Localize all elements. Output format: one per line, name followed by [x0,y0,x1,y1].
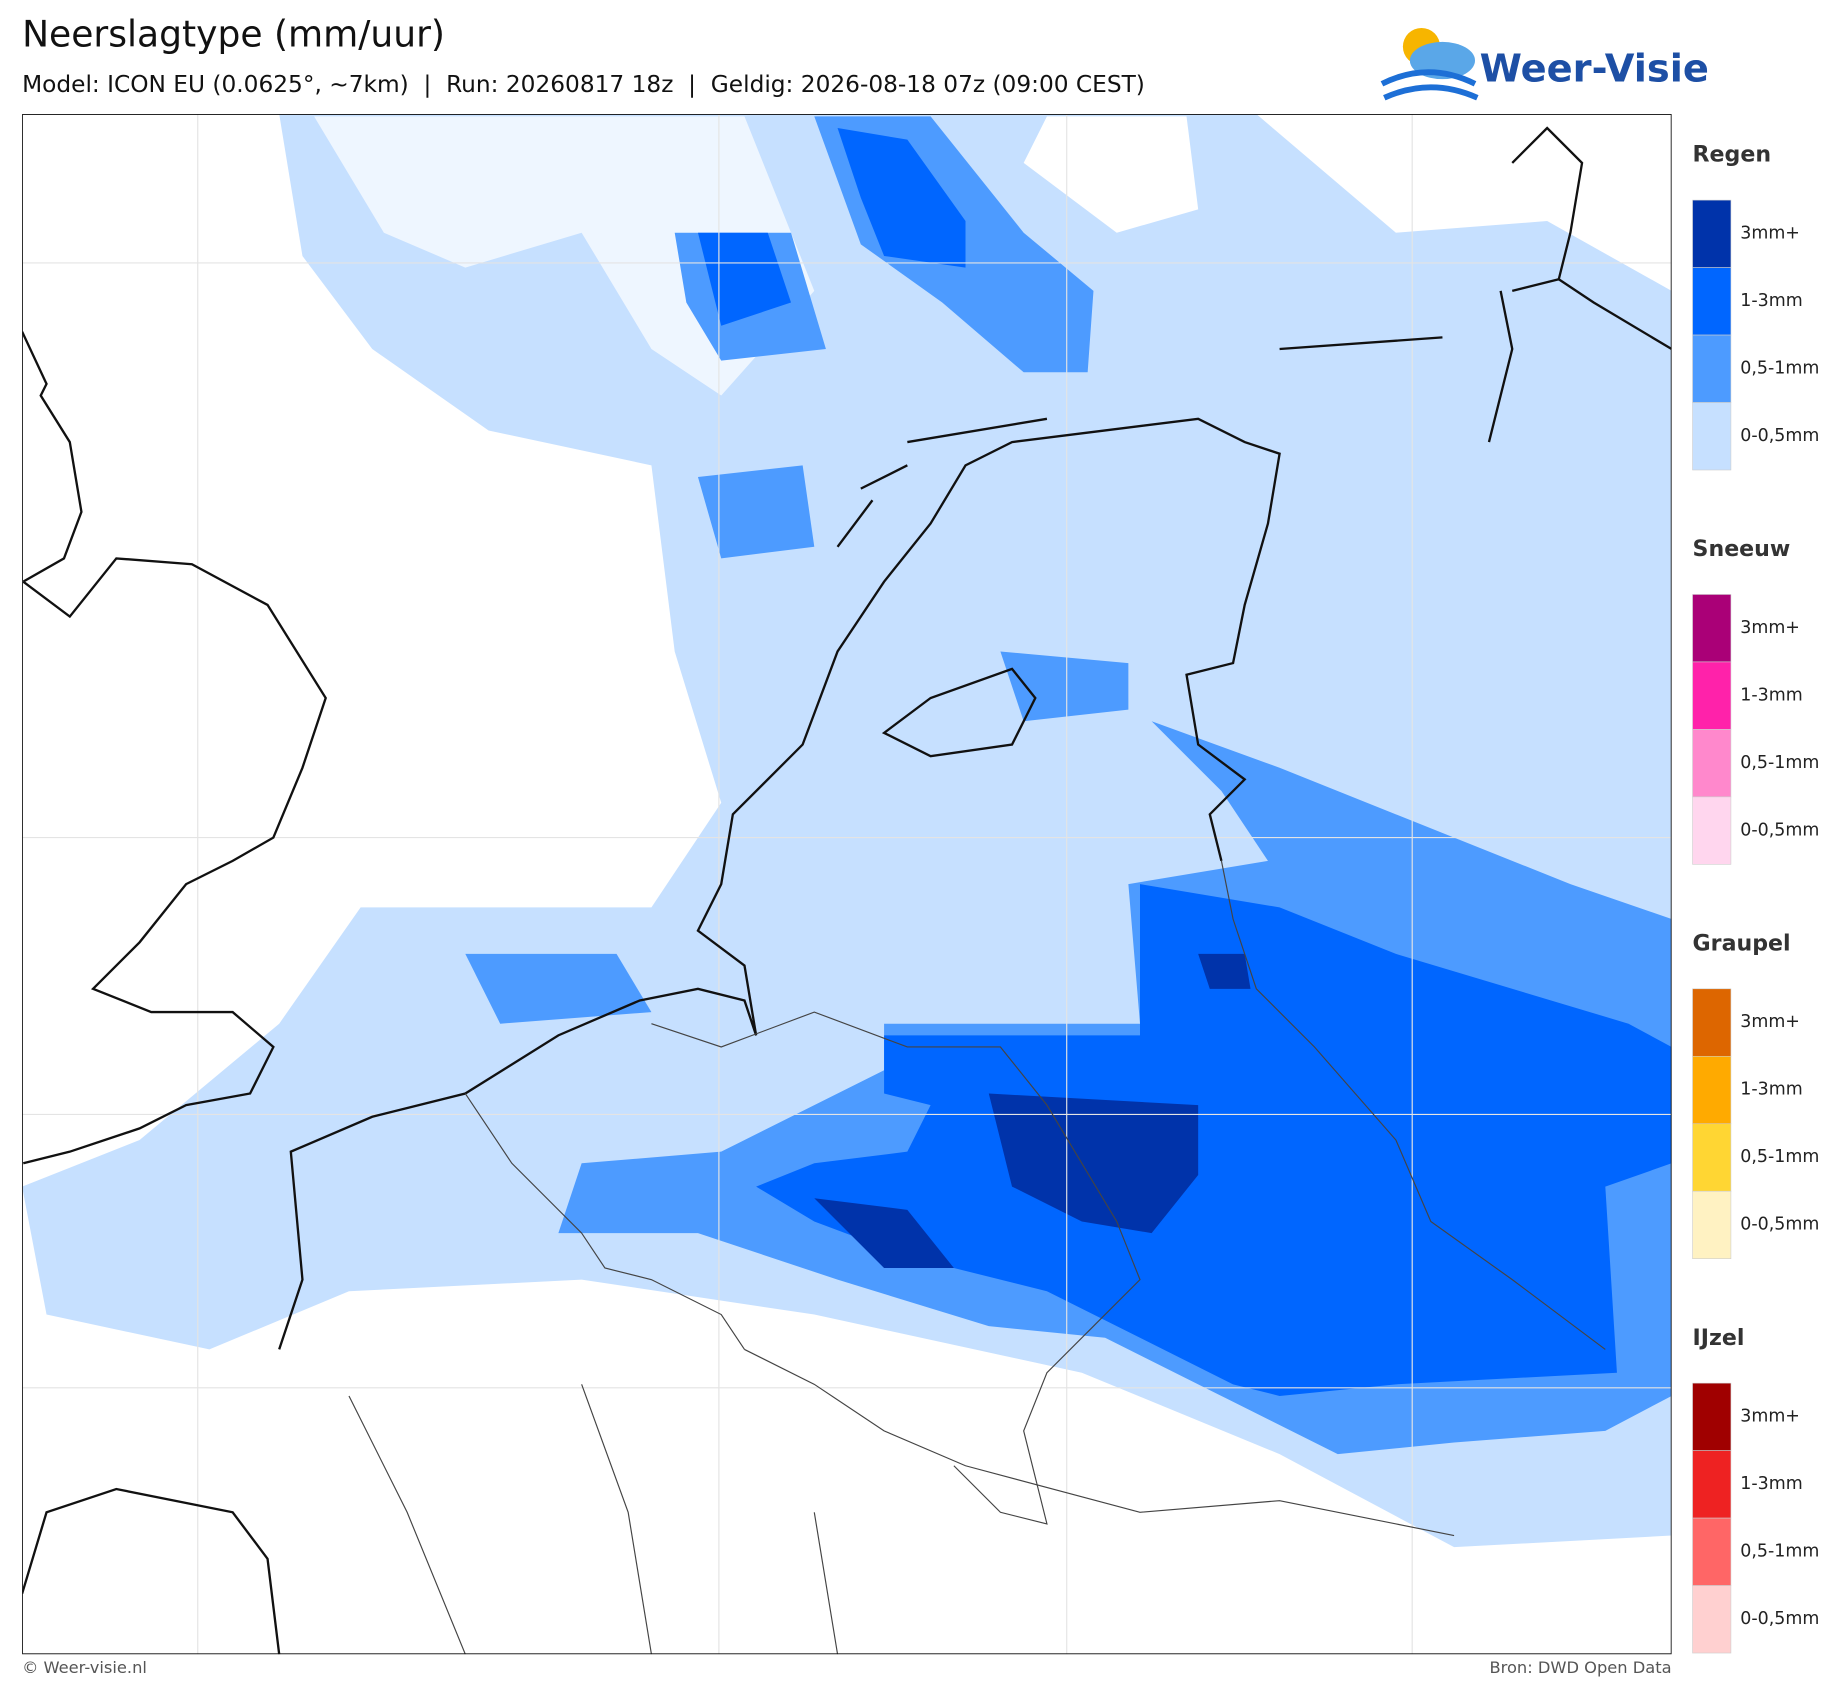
legend-label: 0,5-1mm [1740,1541,1819,1561]
legend-title: Graupel [1693,930,1791,956]
legend-swatch [1692,1190,1732,1259]
legend-label: 0-0,5mm [1740,1215,1819,1235]
legend-swatch [1692,199,1732,268]
title: Neerslagtype (mm/uur) [22,14,445,56]
map [22,114,1672,1655]
legend-swatch [1692,1123,1732,1192]
legend-label: 3mm+ [1740,224,1800,244]
legend-swatch [1692,1055,1732,1125]
footer-right: Bron: DWD Open Data [1489,1658,1671,1677]
legend-label: 0-0,5mm [1740,820,1819,840]
legend-swatch [1692,729,1732,798]
legend-label: 3mm+ [1740,618,1800,638]
legend-label: 1-3mm [1740,685,1802,705]
legend-label: 0,5-1mm [1740,1147,1819,1167]
coastlines [22,126,1672,1655]
legend-label: 0-0,5mm [1740,1609,1819,1629]
legend-label: 1-3mm [1740,291,1802,311]
legend-label: 0,5-1mm [1740,753,1819,773]
legend-title: IJzel [1693,1325,1745,1351]
borders [348,860,1606,1655]
legend-swatch [1692,1450,1732,1519]
legend-title: Sneeuw [1693,536,1791,562]
legend: Regen 3mm+ 1-3mm 0,5-1mm 0-0,5mm Sneeuw 3mm+ 1-… [1692,142,1819,1654]
legend-swatch [1692,334,1732,403]
precipitation [22,114,1672,1548]
grid [22,114,1672,1655]
footer-left: © Weer-visie.nl [22,1658,147,1677]
legend-swatch [1692,594,1732,663]
legend-swatch [1692,796,1732,865]
legend-label: 3mm+ [1740,1407,1800,1427]
legend-label: 1-3mm [1740,1080,1802,1100]
legend-swatch [1692,402,1732,471]
legend-title: Regen [1693,142,1772,168]
legend-swatch [1692,1517,1732,1586]
legend-swatch [1692,988,1732,1057]
legend-swatch [1692,1585,1732,1654]
legend-swatch [1692,1382,1732,1451]
logo-text: Weer-Visie [1480,46,1709,91]
legend-label: 0,5-1mm [1740,358,1819,378]
legend-swatch [1692,267,1732,336]
subtitle: Model: ICON EU (0.0625°, ~7km) | Run: 20… [22,71,1145,98]
legend-label: 1-3mm [1740,1474,1802,1494]
logo: Weer-Visie [1380,27,1709,101]
legend-swatch [1692,661,1732,730]
legend-label: 3mm+ [1740,1012,1800,1032]
legend-label: 0-0,5mm [1740,426,1819,446]
